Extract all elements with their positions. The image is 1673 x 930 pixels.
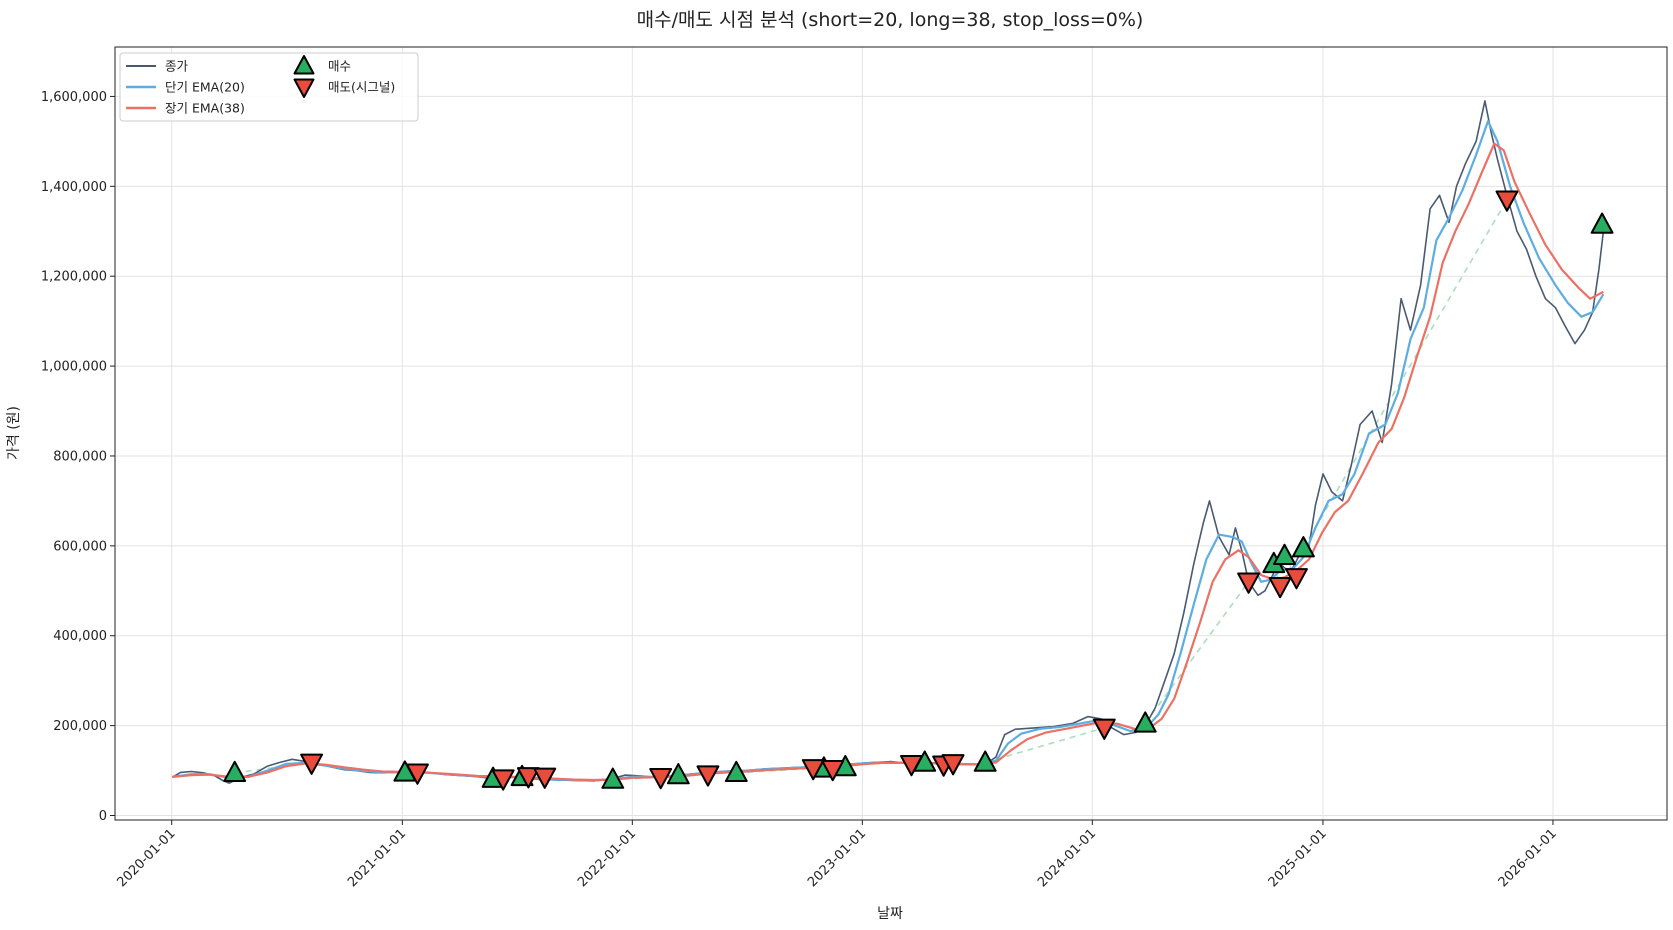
- legend-label: 매수: [328, 59, 351, 74]
- series-line-ema-long: [172, 142, 1604, 782]
- buy-marker: [223, 760, 247, 783]
- sell-marker: [491, 769, 515, 791]
- y-tick-label: 0: [99, 809, 107, 824]
- legend-label: 장기 EMA(38): [165, 101, 245, 116]
- y-tick-label: 1,600,000: [41, 90, 107, 105]
- trade-markers: [223, 190, 1614, 791]
- legend-label: 종가: [165, 59, 189, 74]
- legend-label: 단기 EMA(20): [165, 80, 245, 95]
- y-tick-label: 800,000: [53, 449, 107, 464]
- sell-marker: [1495, 190, 1519, 212]
- sell-marker: [941, 754, 965, 776]
- sell-marker: [649, 768, 673, 790]
- sell-marker: [801, 759, 825, 781]
- y-tick-label: 600,000: [53, 539, 107, 554]
- buy-marker: [1590, 212, 1614, 234]
- buy-marker: [1133, 711, 1157, 733]
- sell-marker: [406, 763, 429, 785]
- trade-link: [984, 727, 1105, 764]
- sell-marker: [1268, 577, 1292, 599]
- buy-marker: [601, 767, 625, 789]
- legend-swatch-buy: [293, 55, 315, 75]
- buy-marker: [666, 763, 690, 785]
- y-tick-label: 1,400,000: [41, 180, 107, 195]
- y-tick-label: 400,000: [53, 629, 107, 644]
- sell-marker: [533, 767, 557, 789]
- buy-marker: [1273, 543, 1296, 565]
- sell-marker: [1237, 572, 1261, 594]
- legend-label: 매도(시그널): [328, 80, 395, 95]
- y-axis-label: 가격 (원): [6, 406, 22, 460]
- buy-marker: [724, 760, 748, 783]
- trade-link: [1302, 199, 1508, 549]
- y-tick-label: 200,000: [53, 719, 107, 734]
- buy-marker: [973, 750, 997, 772]
- y-axis-ticks: 0 200,000 400,000 600,000 800,000 1,000,000 1,…: [41, 90, 115, 824]
- sell-marker: [696, 765, 720, 787]
- chart-title: 매수/매도 시점 분석 (short=20, long=38, stop_los…: [637, 9, 1144, 31]
- sell-marker: [300, 753, 324, 775]
- legend-box: [119, 52, 419, 122]
- y-tick-label: 1,000,000: [41, 360, 107, 375]
- plot-frame: [114, 46, 1668, 821]
- sell-marker: [1092, 718, 1116, 740]
- sell-marker: [1285, 568, 1308, 590]
- buy-marker: [1291, 536, 1315, 558]
- trade-link: [1144, 581, 1250, 724]
- legend-swatch-sell: [293, 78, 315, 98]
- sell-marker: [900, 755, 923, 777]
- x-axis-label: 날짜: [877, 906, 903, 922]
- sell-marker: [516, 767, 540, 789]
- sell-marker: [821, 759, 845, 782]
- y-tick-label: 1,200,000: [41, 270, 107, 285]
- grid: [115, 47, 1667, 820]
